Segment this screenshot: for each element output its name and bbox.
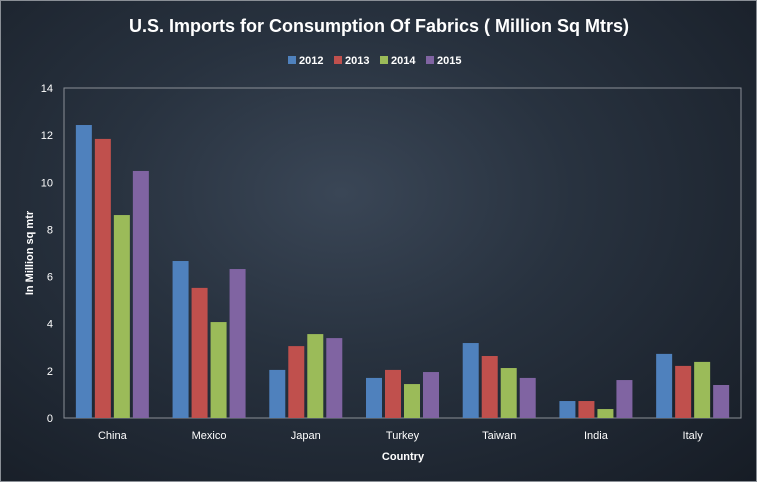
legend-swatch-2013 (334, 56, 342, 64)
x-tick-label: Italy (683, 430, 704, 442)
bar-taiwan-2013 (481, 356, 498, 418)
bar-taiwan-2012 (462, 343, 479, 418)
legend-label-2014: 2014 (391, 55, 416, 67)
bar-india-2013 (578, 401, 595, 418)
bar-china-2015 (132, 170, 149, 418)
bar-china-2014 (113, 215, 130, 418)
bar-japan-2014 (307, 334, 324, 418)
bars (75, 125, 730, 418)
x-axis: China Mexico Japan Turkey Taiwan India Italy (98, 430, 703, 442)
x-tick-label: Taiwan (482, 430, 516, 442)
bar-china-2012 (75, 125, 92, 418)
y-tick-label: 14 (41, 83, 53, 95)
bar-italy-2013 (675, 365, 692, 418)
x-tick-label: India (584, 430, 609, 442)
y-tick-label: 8 (47, 224, 53, 236)
bar-turkey-2014 (404, 384, 420, 418)
legend-swatch-2012 (288, 56, 296, 64)
bar-taiwan-2015 (519, 377, 536, 418)
y-tick-label: 12 (41, 130, 53, 142)
legend-label-2013: 2013 (345, 55, 369, 67)
legend-swatch-2014 (380, 56, 388, 64)
legend-swatch-2015 (426, 56, 434, 64)
legend-label-2015: 2015 (437, 55, 461, 67)
legend-label-2012: 2012 (299, 55, 323, 67)
x-tick-label: Japan (291, 430, 321, 442)
bar-japan-2015 (326, 338, 343, 418)
bar-mexico-2012 (172, 261, 189, 418)
y-axis: 0 2 4 6 8 10 12 14 (41, 83, 53, 425)
legend: 2012 2013 2014 2015 (288, 55, 461, 67)
bar-india-2015 (616, 380, 633, 418)
y-tick-label: 4 (47, 319, 53, 331)
y-tick-label: 10 (41, 177, 53, 189)
bar-japan-2012 (269, 369, 286, 418)
y-tick-label: 6 (47, 272, 53, 284)
bar-italy-2014 (694, 361, 711, 418)
bar-india-2014 (597, 409, 614, 418)
bar-italy-2015 (713, 385, 730, 418)
bar-taiwan-2014 (500, 368, 517, 418)
bar-mexico-2013 (191, 287, 208, 418)
bar-mexico-2015 (229, 269, 246, 418)
bar-india-2012 (559, 401, 576, 418)
plot-area (63, 87, 742, 419)
x-axis-label: Country (382, 451, 425, 463)
x-tick-label: Mexico (192, 430, 227, 442)
bar-turkey-2012 (366, 377, 382, 418)
bar-mexico-2014 (210, 322, 227, 418)
x-tick-label: China (98, 430, 128, 442)
bar-china-2013 (94, 138, 111, 418)
bar-italy-2012 (656, 353, 673, 418)
chart-title: U.S. Imports for Consumption Of Fabrics … (129, 16, 629, 36)
bar-turkey-2013 (385, 369, 401, 418)
y-tick-label: 2 (47, 366, 53, 378)
bar-japan-2013 (288, 346, 305, 418)
y-axis-label: In Million sq mtr (24, 210, 36, 295)
bar-turkey-2015 (423, 372, 439, 418)
y-tick-label: 0 (47, 413, 53, 425)
x-tick-label: Turkey (386, 430, 420, 442)
